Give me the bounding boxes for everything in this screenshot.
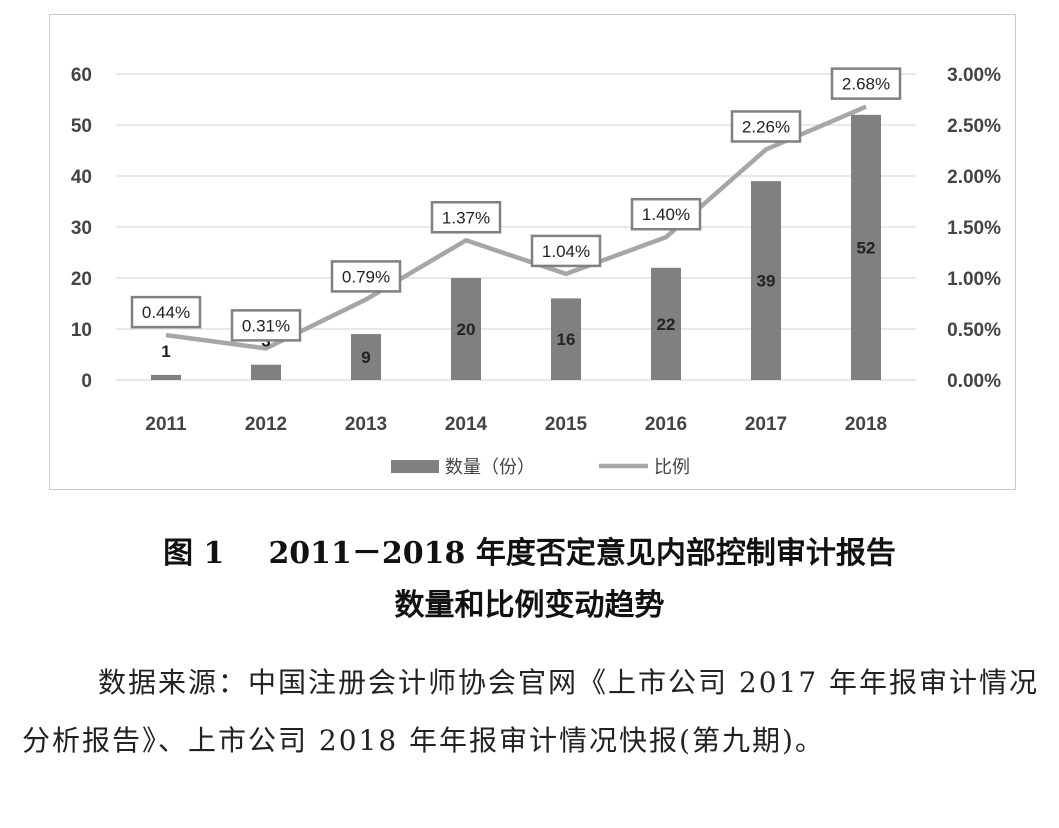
right-axis-tick-label: 3.00% (947, 65, 1001, 86)
right-axis-tick-label: 1.00% (947, 269, 1001, 290)
x-axis-tick-label: 2017 (745, 414, 787, 435)
bar-2013 (351, 334, 381, 380)
ratio-label-box (730, 110, 802, 143)
bar-2012 (251, 364, 281, 380)
bar-2011 (151, 374, 181, 380)
x-axis-tick-label: 2016 (645, 414, 687, 435)
bar-2017 (751, 181, 781, 380)
caption-title-part1: 2011－2018 年度否定意见内部控制审计报告 (268, 536, 896, 571)
ratio-label: 1.40% (642, 205, 690, 224)
chart-frame: 1392016223952 0.44%0.31%0.79%1.37%1.04%1… (49, 14, 1016, 490)
bar-value-label: 20 (457, 320, 476, 339)
caption-line-2: 数量和比例变动趋势 (394, 588, 665, 623)
left-axis-ticks: 0 10 20 30 40 50 60 (71, 65, 92, 392)
ratio-label-box (530, 234, 602, 268)
left-axis-tick-label: 10 (71, 320, 92, 341)
legend-bar-swatch (391, 460, 439, 473)
ratio-label: 0.79% (342, 267, 390, 286)
bar-value-label: 16 (557, 330, 576, 349)
bar-value-label: 22 (657, 315, 676, 334)
x-axis-tick-label: 2013 (345, 414, 387, 435)
right-axis-ticks: 0.00% 0.50% 1.00% 1.50% 2.00% 2.50% 3.00% (947, 65, 1001, 392)
bar-2014 (451, 278, 481, 380)
bar-value-label: 9 (361, 348, 370, 367)
left-axis-tick-label: 50 (71, 116, 92, 137)
bar-2016 (651, 267, 681, 380)
bar-2015 (551, 298, 581, 380)
x-axis-ticks: 2011 2012 2013 2014 2015 2016 2017 2018 (145, 414, 887, 435)
left-axis-tick-label: 40 (71, 167, 92, 188)
ratio-label: 2.26% (742, 117, 790, 136)
x-axis-tick-label: 2012 (245, 414, 287, 435)
right-axis-tick-label: 2.50% (947, 116, 1001, 137)
ratio-label-box (430, 201, 502, 234)
x-axis-tick-label: 2015 (545, 414, 588, 435)
x-axis-tick-label: 2014 (445, 414, 488, 435)
left-axis-tick-label: 30 (71, 218, 92, 239)
legend-bar-label: 数量（份） (445, 457, 535, 478)
right-axis-tick-label: 0.00% (947, 371, 1001, 392)
ratio-label: 1.37% (442, 208, 490, 227)
right-axis-tick-label: 1.50% (947, 218, 1001, 239)
caption-line-1: 图 1 2011－2018 年度否定意见内部控制审计报告 (0, 528, 1059, 580)
combo-chart: 1392016223952 0.44%0.31%0.79%1.37%1.04%1… (71, 65, 1001, 478)
ratio-label: 0.44% (142, 303, 190, 322)
x-axis-tick-label: 2018 (845, 414, 887, 435)
ratio-label-box (830, 67, 902, 100)
source-note: 数据来源：中国注册会计师协会官网《上市公司 2017 年年报审计情况分析报告》、… (22, 666, 1040, 757)
bar-value-label: 52 (857, 238, 876, 257)
ratio-label: 2.68% (842, 75, 890, 94)
right-axis-tick-label: 2.00% (947, 167, 1001, 188)
ratio-label: 0.31% (242, 316, 290, 335)
bar-series (151, 114, 881, 381)
legend-line-label: 比例 (654, 457, 690, 478)
right-axis-tick-label: 0.50% (947, 320, 1001, 341)
ratio-label: 1.04% (542, 242, 590, 261)
left-axis-tick-label: 0 (81, 371, 92, 392)
ratio-label-box (130, 295, 202, 329)
legend: 数量（份） 比例 (391, 457, 690, 478)
figure-label: 图 1 (163, 536, 225, 571)
ratio-label-box (330, 260, 402, 293)
bar-value-label: 39 (757, 272, 776, 291)
x-axis-tick-label: 2011 (145, 414, 187, 435)
ratio-label-box (230, 309, 302, 342)
bar-2018 (851, 114, 881, 381)
figure-caption: 图 1 2011－2018 年度否定意见内部控制审计报告 数量和比例变动趋势 (0, 528, 1059, 632)
left-axis-tick-label: 20 (71, 269, 92, 290)
bar-value-label: 1 (161, 342, 170, 361)
ratio-data-labels: 0.44% 0.31% 0.79% 1.37% 1.04% 1.40% 2.26% 2.68% (130, 67, 902, 342)
ratio-label-box (630, 197, 702, 231)
left-axis-tick-label: 60 (71, 65, 92, 86)
